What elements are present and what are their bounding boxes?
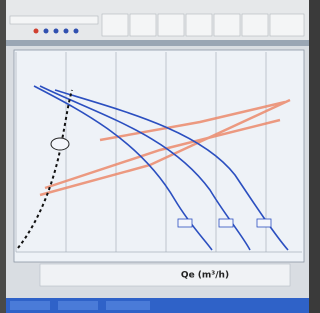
taskbar-button[interactable]	[10, 301, 50, 310]
taskbar-button[interactable]	[58, 301, 98, 310]
icon[interactable]	[34, 29, 39, 34]
x-axis-label: Qe (m³/h)	[181, 271, 229, 281]
toolbar-button[interactable]	[102, 14, 128, 36]
toolbar-button[interactable]	[270, 14, 304, 36]
taskbar	[6, 298, 309, 313]
curve-marker	[257, 219, 271, 227]
curve-marker	[219, 219, 233, 227]
curve-markers	[178, 219, 271, 227]
plot-area	[14, 50, 304, 262]
toolbar-button[interactable]	[186, 14, 212, 36]
curve-marker	[178, 219, 192, 227]
icon[interactable]	[64, 29, 69, 34]
taskbar-button[interactable]	[106, 301, 150, 310]
toolbar-button[interactable]	[158, 14, 184, 36]
icon[interactable]	[44, 29, 49, 34]
toolbar-button[interactable]	[10, 16, 98, 24]
icon[interactable]	[54, 29, 59, 34]
toolbar-button[interactable]	[242, 14, 268, 36]
screenshot: Qe (m³/h)	[0, 0, 309, 313]
operating-point[interactable]	[51, 138, 69, 150]
separator	[6, 40, 309, 46]
axis-label-box	[40, 264, 290, 286]
toolbar-button[interactable]	[214, 14, 240, 36]
icon[interactable]	[74, 29, 79, 34]
page: {"chart_window": {"x_axis_label": "Qe (m…	[0, 0, 309, 313]
toolbar-button[interactable]	[130, 14, 156, 36]
